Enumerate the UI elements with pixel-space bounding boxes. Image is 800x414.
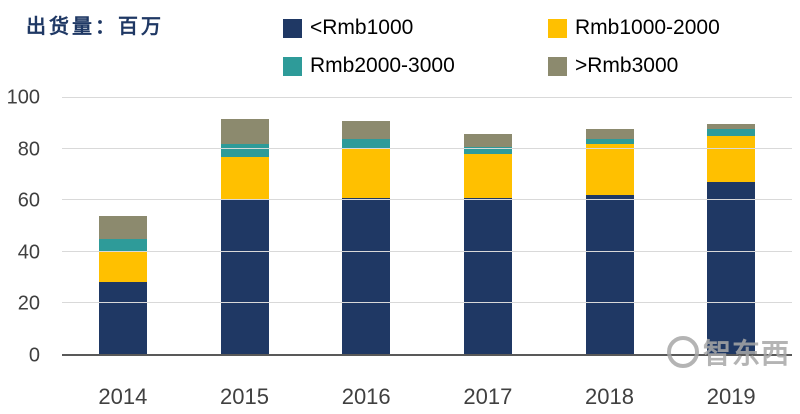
bar-segment (463, 146, 512, 155)
legend-swatch-icon (283, 56, 302, 76)
watermark: 智东西 (666, 332, 790, 372)
bar-segment (220, 200, 269, 354)
y-tick-label: 100 (6, 86, 40, 109)
bar-column (549, 98, 671, 354)
bar-segment (707, 136, 756, 183)
x-tick-label: 2018 (585, 384, 634, 409)
bar-segment (220, 144, 269, 157)
bar-segment (342, 197, 391, 354)
bar-segment (463, 197, 512, 354)
legend-item-rmb-1000-2000: Rmb1000-2000 (548, 16, 780, 40)
bar-segment (98, 238, 147, 252)
legend-swatch-icon (548, 18, 567, 38)
legend: <Rmb1000 Rmb1000-2000 Rmb2000-3000 >Rmb3… (283, 16, 780, 78)
y-tick-label: 60 (17, 189, 40, 212)
chart-title: 出货量：百万 (26, 16, 164, 38)
bar-column (184, 98, 306, 354)
x-tick-label: 2015 (220, 384, 269, 409)
bar-segment (220, 118, 269, 145)
bars (62, 98, 792, 354)
legend-label: >Rmb3000 (575, 54, 679, 77)
bar-segment (342, 138, 391, 150)
y-axis: 0 20 40 60 80 100 (0, 87, 50, 367)
bar-segment (342, 121, 391, 139)
bar-segment (707, 182, 756, 354)
bar-segment (98, 215, 147, 239)
x-tick-label: 2016 (341, 384, 391, 409)
gridline (62, 199, 792, 201)
bar-segment (463, 133, 512, 147)
legend-item-rmb-under-1000: <Rmb1000 (283, 16, 538, 40)
bar-segment (585, 128, 634, 139)
watermark-text: 智东西 (702, 338, 790, 369)
bar-segment (585, 144, 634, 196)
bar-segment (585, 195, 634, 354)
x-tick-label: 2017 (463, 384, 513, 409)
x-tick-label: 2019 (706, 384, 756, 409)
y-tick-label: 80 (17, 138, 40, 161)
bar-segment (98, 251, 147, 283)
x-tick-label: 2014 (98, 384, 148, 409)
bar-segment (342, 149, 391, 198)
gridline (62, 148, 792, 150)
legend-swatch-icon (283, 18, 302, 38)
legend-label: Rmb2000-3000 (310, 54, 455, 77)
legend-item-rmb-over-3000: >Rmb3000 (548, 54, 780, 78)
bar-segment (707, 128, 756, 137)
watermark-logo-icon (666, 336, 699, 368)
bar-segment (98, 282, 147, 354)
y-tick-label: 0 (28, 344, 40, 367)
bar-segment (220, 156, 269, 201)
bar-column (62, 98, 184, 354)
x-axis: 2014 2015 2016 2017 2018 2019 (62, 384, 792, 410)
gridline (62, 301, 792, 303)
legend-item-rmb-2000-3000: Rmb2000-3000 (283, 54, 538, 78)
bar-segment (463, 154, 512, 198)
plot-area (62, 97, 792, 356)
gridline (62, 250, 792, 252)
bar-segment (585, 138, 634, 145)
legend-label: <Rmb1000 (310, 16, 414, 39)
bar-column (427, 98, 549, 354)
bar-segment (707, 123, 756, 129)
legend-swatch-icon (548, 56, 567, 76)
bar-column (305, 98, 427, 354)
gridline (62, 97, 792, 98)
legend-label: Rmb1000-2000 (575, 16, 720, 39)
bar-column (670, 98, 792, 354)
y-tick-label: 20 (17, 292, 40, 315)
y-tick-label: 40 (17, 241, 40, 264)
